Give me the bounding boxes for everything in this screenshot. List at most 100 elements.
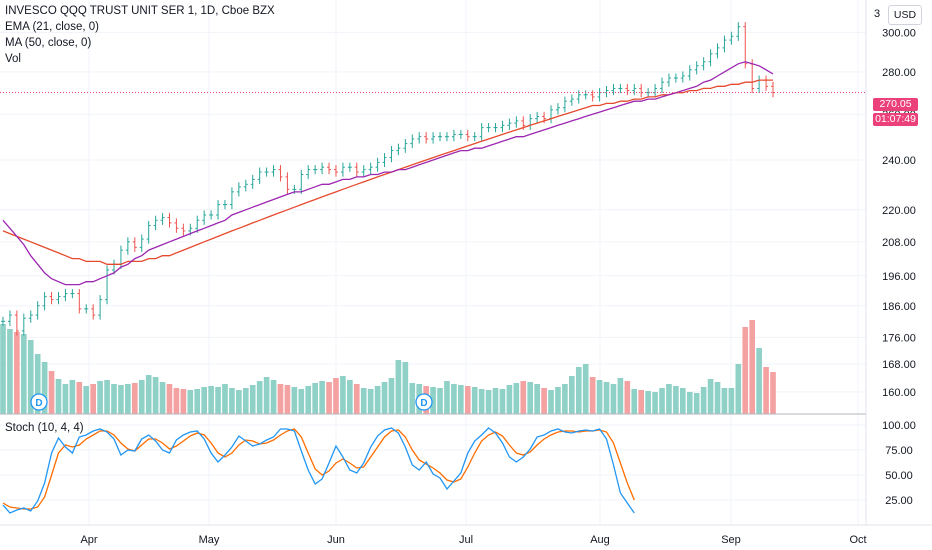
volume-bar	[104, 380, 110, 414]
stoch-legend[interactable]: Stoch (10, 4, 4)	[5, 422, 84, 434]
ma-legend[interactable]: MA (50, close, 0)	[5, 37, 92, 49]
ema-legend[interactable]: EMA (21, close, 0)	[5, 21, 99, 33]
volume-bar	[437, 388, 443, 414]
ohlc-bar	[514, 116, 519, 128]
volume-bar	[548, 390, 554, 414]
volume-bar	[589, 377, 596, 414]
stoch-axis-ticks: 25.00 50.00 75.00 100.00	[882, 420, 916, 507]
bar-countdown-tag: 01:07:49	[873, 113, 918, 126]
volume-bar	[48, 371, 55, 414]
volume-bar	[333, 378, 339, 414]
time-axis-ticks: Apr May Jun Jul Aug Sep Oct	[80, 534, 866, 546]
ohlc-bar	[431, 132, 436, 144]
ohlc-bar	[389, 146, 394, 163]
volume-bar	[451, 384, 457, 414]
volume-bar	[20, 334, 27, 414]
price-tick-label: 160.00	[882, 387, 916, 399]
ohlc-bar	[562, 96, 567, 113]
volume-bar	[173, 388, 180, 414]
ohlc-bar	[757, 75, 762, 94]
ohlc-bar	[132, 237, 137, 252]
ohlc-bar	[708, 49, 713, 67]
ohlc-bar	[451, 129, 456, 142]
ohlc-bar	[590, 90, 595, 102]
stoch-d-line	[2, 428, 635, 510]
ohlc-bar	[229, 187, 234, 210]
ohlc-bar	[680, 71, 685, 83]
ohlc-bar	[49, 292, 54, 305]
volume-bar	[707, 379, 714, 414]
ohlc-bar	[1, 316, 5, 326]
volume-bar	[645, 391, 651, 414]
stoch-tick-label: 75.00	[885, 445, 913, 457]
volume-bar	[222, 384, 228, 414]
time-tick-label: Oct	[849, 534, 866, 546]
volume-bar	[471, 387, 478, 414]
ohlc-bar	[63, 289, 68, 302]
volume-bar	[402, 362, 409, 414]
ohlc-bar	[673, 73, 678, 83]
volume-bar	[409, 383, 416, 414]
volume-bar	[721, 388, 728, 414]
dividend-marker[interactable]: D	[415, 393, 433, 411]
symbol-title[interactable]: INVESCO QQQ TRUST UNIT SER 1, 1D, Cboe B…	[5, 5, 275, 17]
volume-bar	[347, 380, 353, 414]
ema21-line	[2, 61, 774, 286]
ohlc-bar	[555, 103, 560, 115]
ohlc-bar	[306, 165, 311, 180]
ohlc-bar	[666, 73, 671, 87]
ohlc-bar	[56, 292, 61, 305]
ohlc-bar	[424, 132, 429, 144]
ohlc-bar	[694, 61, 699, 75]
ohlc-bar	[396, 143, 401, 156]
volume-bar	[159, 382, 166, 414]
ohlc-bar	[687, 65, 692, 81]
price-tick-label: 186.00	[882, 301, 916, 313]
volume-bar	[749, 320, 756, 414]
volume-bar	[83, 386, 90, 414]
volume-bar	[638, 390, 645, 414]
ohlc-bar	[153, 215, 158, 231]
volume-bar	[492, 388, 499, 414]
volume-bar	[236, 390, 242, 414]
time-tick-label: Jun	[327, 534, 345, 546]
ohlc-bar	[174, 218, 179, 233]
volume-bar	[312, 383, 318, 414]
volume-bar	[111, 384, 117, 414]
volume-bar	[499, 389, 506, 414]
dividend-marker[interactable]: D	[30, 393, 48, 411]
ohlc-bar	[202, 210, 207, 225]
volume-bar	[291, 387, 298, 414]
svg-text:D: D	[35, 398, 42, 409]
ohlc-bar	[146, 221, 151, 244]
volume-bar	[41, 362, 48, 414]
ohlc-bar	[375, 157, 380, 172]
ohlc-bar	[278, 165, 283, 182]
volume-bar	[624, 381, 631, 414]
ohlc-bar	[91, 304, 96, 320]
volume-bar	[374, 386, 381, 414]
currency-button[interactable]: USD	[888, 5, 922, 25]
volume-bar	[659, 388, 665, 414]
volume-bar	[742, 327, 749, 414]
volume-bar	[756, 348, 762, 414]
time-tick-label: Aug	[590, 534, 610, 546]
volume-bar	[610, 384, 617, 414]
ohlc-bar	[736, 22, 741, 41]
volume-bar	[138, 380, 145, 414]
volume-bar	[249, 385, 256, 414]
volume-bar	[187, 390, 194, 414]
volume-bar	[97, 381, 103, 414]
ohlc-bar	[216, 200, 221, 220]
vol-legend[interactable]: Vol	[5, 53, 21, 65]
volume-bar	[652, 392, 658, 414]
ohlc-bars	[1, 22, 775, 336]
volume-bar	[666, 384, 672, 414]
ohlc-bar	[236, 182, 241, 197]
volume-bar	[444, 381, 450, 414]
ohlc-bar	[354, 162, 359, 177]
ohlc-bar	[486, 123, 491, 133]
ohlc-bar	[500, 120, 505, 133]
